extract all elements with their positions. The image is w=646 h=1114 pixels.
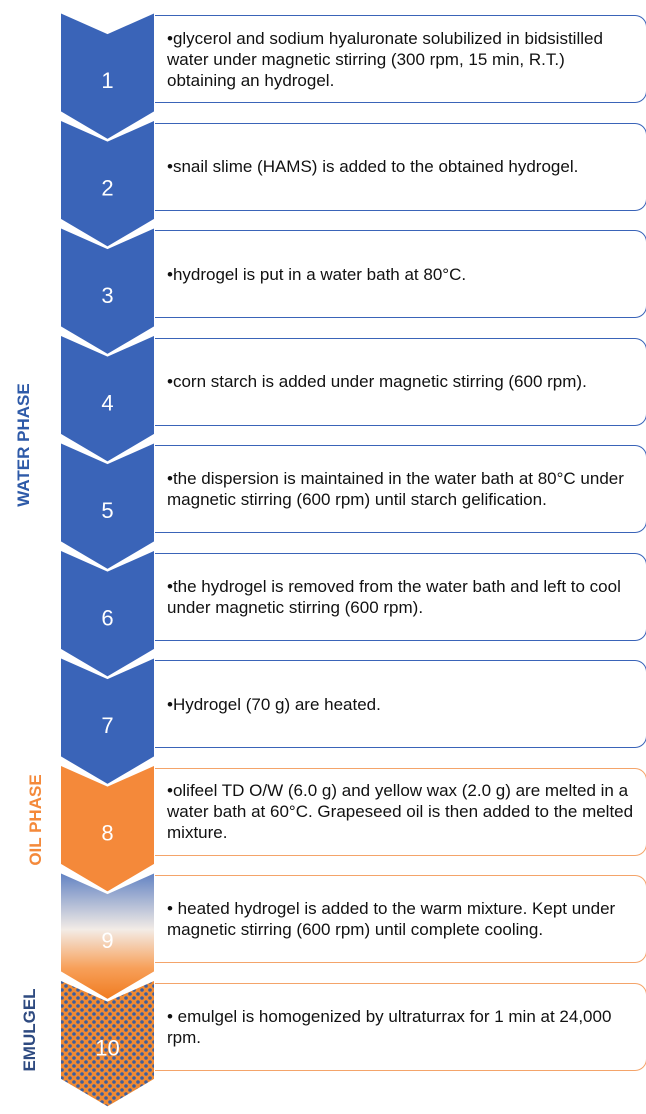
phase-label: EMULGEL [20, 988, 39, 1072]
chevron [59, 762, 156, 894]
step-number: 10 [95, 1036, 119, 1061]
step-number: 2 [101, 176, 113, 201]
step-text: •the dispersion is maintained in the wat… [167, 469, 624, 509]
step-number: 7 [101, 713, 113, 738]
step-text: •Hydrogel (70 g) are heated. [167, 694, 381, 714]
chevron [59, 655, 156, 787]
step-number: 8 [101, 821, 113, 846]
step-box: • heated hydrogel is added to the warm m… [155, 875, 646, 963]
step-text: •glycerol and sodium hyaluronate solubil… [167, 28, 603, 90]
step-box: •corn starch is added under magnetic sti… [155, 337, 646, 426]
chevron [59, 440, 156, 572]
chevron [59, 332, 156, 464]
step-text: •hydrogel is put in a water bath at 80°C… [167, 264, 467, 284]
step-text: • emulgel is homogenized by ultraturrax … [167, 1006, 612, 1047]
step-box: •the hydrogel is removed from the water … [155, 552, 646, 641]
chevron [59, 977, 156, 1109]
chevron [59, 870, 156, 1002]
step-box: •the dispersion is maintained in the wat… [155, 445, 646, 533]
step-box: •Hydrogel (70 g) are heated. [155, 660, 646, 748]
step-text: •the hydrogel is removed from the water … [167, 576, 621, 617]
step-box: •glycerol and sodium hyaluronate solubil… [155, 15, 646, 103]
step-text: •snail slime (HAMS) is added to the obta… [167, 157, 579, 176]
chevron [59, 547, 156, 679]
step-text: •olifeel TD O/W (6.0 g) and yellow wax (… [167, 781, 634, 842]
step-number: 1 [101, 68, 113, 93]
step-text: • heated hydrogel is added to the warm m… [167, 899, 616, 939]
step-number: 9 [101, 928, 113, 953]
chevron [59, 10, 156, 142]
step-number: 4 [101, 391, 113, 416]
step-number: 5 [101, 498, 113, 523]
step-number: 3 [101, 283, 113, 308]
step-box: •olifeel TD O/W (6.0 g) and yellow wax (… [155, 767, 646, 856]
chevron [59, 117, 156, 249]
phase-label: OIL PHASE [26, 774, 45, 866]
step-text: •corn starch is added under magnetic sti… [167, 372, 587, 391]
step-box: •hydrogel is put in a water bath at 80°C… [155, 230, 646, 318]
step-box: •snail slime (HAMS) is added to the obta… [155, 122, 646, 211]
chevron [59, 225, 156, 357]
phase-label: WATER PHASE [14, 383, 33, 507]
step-box: • emulgel is homogenized by ultraturrax … [155, 982, 646, 1071]
step-number: 6 [101, 606, 113, 631]
